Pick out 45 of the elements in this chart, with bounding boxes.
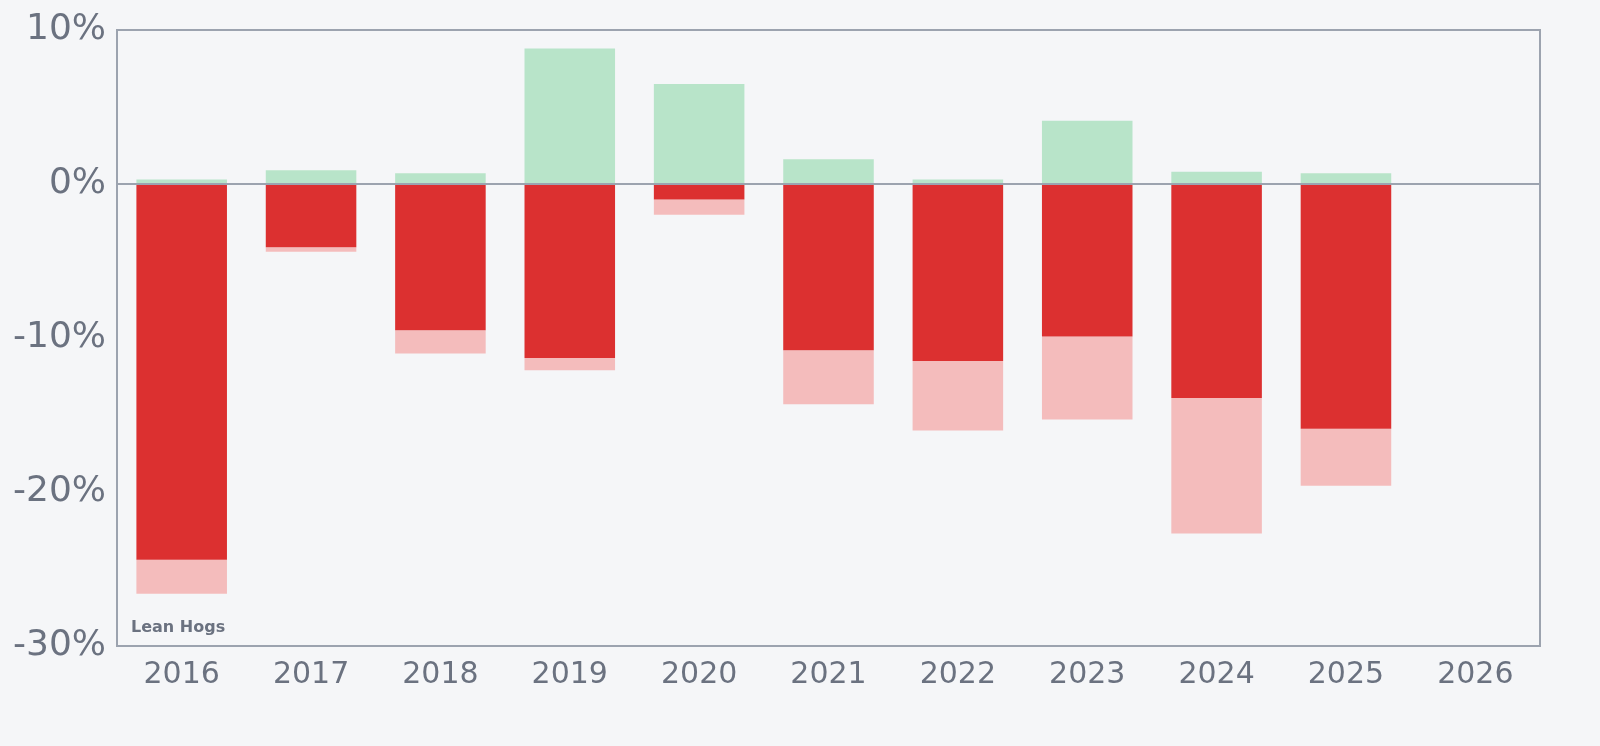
y-tick-label: 0%	[48, 160, 107, 202]
x-tick-label: 2019	[531, 654, 608, 690]
bar	[395, 330, 486, 354]
x-tick-label: 2026	[1437, 654, 1514, 690]
y-tick-label: -10%	[12, 314, 107, 356]
bar	[265, 184, 357, 248]
x-tick-label: 2020	[660, 654, 738, 690]
x-tick-label: 2018	[402, 654, 479, 690]
bar	[783, 350, 874, 405]
bar	[653, 184, 745, 200]
bar	[1300, 428, 1392, 486]
x-tick-label: 2025	[1307, 654, 1385, 690]
bar	[783, 184, 874, 351]
bar	[1041, 184, 1133, 337]
annotation: Lean Hogs	[131, 617, 226, 637]
x-tick-label: 2023	[1049, 654, 1126, 690]
bar	[395, 184, 486, 331]
x-tick-label: 2022	[919, 654, 997, 690]
bar	[265, 170, 357, 184]
x-tick-label: 2017	[272, 654, 350, 690]
x-tick-label: 2021	[790, 654, 867, 690]
bar	[783, 159, 874, 184]
bar	[1300, 184, 1392, 429]
bar	[136, 184, 227, 560]
bar	[395, 173, 486, 184]
bar	[265, 247, 357, 252]
bar	[136, 559, 227, 594]
bar	[653, 199, 745, 215]
bar	[1171, 398, 1262, 534]
bar	[1171, 184, 1262, 399]
bar	[1041, 336, 1133, 420]
y-tick-label: 10%	[25, 6, 107, 48]
bar	[524, 48, 616, 184]
bar	[912, 184, 1004, 362]
bar	[524, 358, 616, 371]
bar	[524, 184, 616, 359]
y-tick-label: -20%	[12, 468, 107, 510]
bar	[653, 83, 745, 184]
x-tick-label: 2024	[1178, 654, 1255, 690]
bar	[1041, 120, 1133, 184]
y-tick-label: -30%	[12, 622, 107, 664]
bar	[1300, 173, 1392, 184]
bar	[912, 361, 1004, 431]
x-tick-label: 2016	[143, 654, 220, 690]
bar	[1171, 171, 1262, 184]
